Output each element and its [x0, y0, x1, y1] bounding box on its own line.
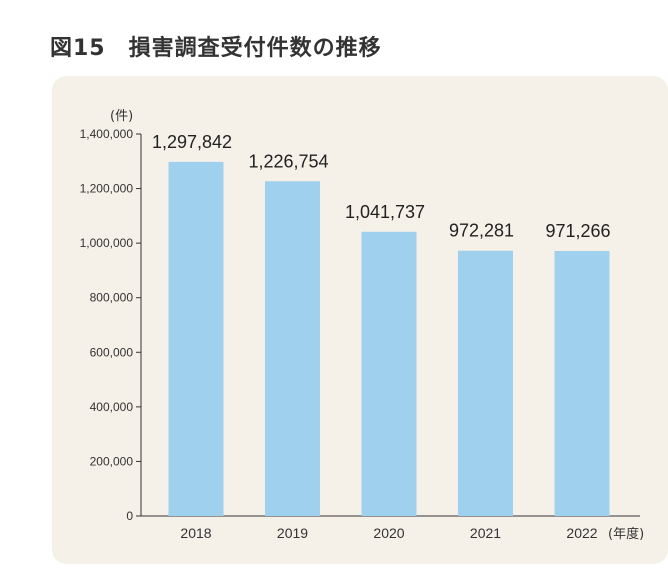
y-axis: 0 200,000 400,000 600,000 800,000 1,000,000 1,… — [80, 127, 142, 523]
x-tick-label: 2021 — [470, 525, 501, 541]
bar-value-label: 1,226,754 — [248, 151, 328, 171]
x-tick-label: 2022 — [566, 525, 597, 541]
bars — [168, 161, 610, 516]
y-tick-label: 400,000 — [90, 400, 134, 414]
x-tick-label: 2020 — [373, 525, 404, 541]
bar — [458, 250, 513, 516]
bar-value-label: 1,297,842 — [152, 132, 232, 152]
y-tick-label: 0 — [126, 509, 133, 523]
bar — [554, 250, 610, 516]
y-tick-label: 800,000 — [90, 291, 134, 305]
y-tick-label: 1,400,000 — [80, 127, 134, 141]
figure-title: 図15 損害調査受付件数の推移 — [50, 36, 382, 61]
x-tick-label: 2018 — [180, 525, 211, 541]
bar — [265, 181, 320, 516]
y-axis-unit: (件) — [110, 109, 133, 124]
x-axis-unit: (年度) — [608, 526, 644, 542]
x-tick-label: 2019 — [277, 525, 308, 541]
bar — [361, 231, 417, 516]
y-tick-label: 600,000 — [90, 345, 134, 359]
bar-value-label: 971,266 — [545, 221, 610, 241]
x-axis: 2018 2019 2020 2021 2022 — [141, 515, 640, 541]
bar-value-label: 1,041,737 — [345, 202, 425, 222]
bar-value-label: 972,281 — [449, 221, 514, 241]
y-tick-label: 200,000 — [90, 454, 134, 468]
bar — [168, 161, 224, 516]
y-tick-label: 1,000,000 — [80, 236, 134, 250]
y-tick-label: 1,200,000 — [80, 182, 134, 196]
value-labels: 1,297,842 1,226,754 1,041,737 972,281 971,26… — [152, 132, 611, 241]
